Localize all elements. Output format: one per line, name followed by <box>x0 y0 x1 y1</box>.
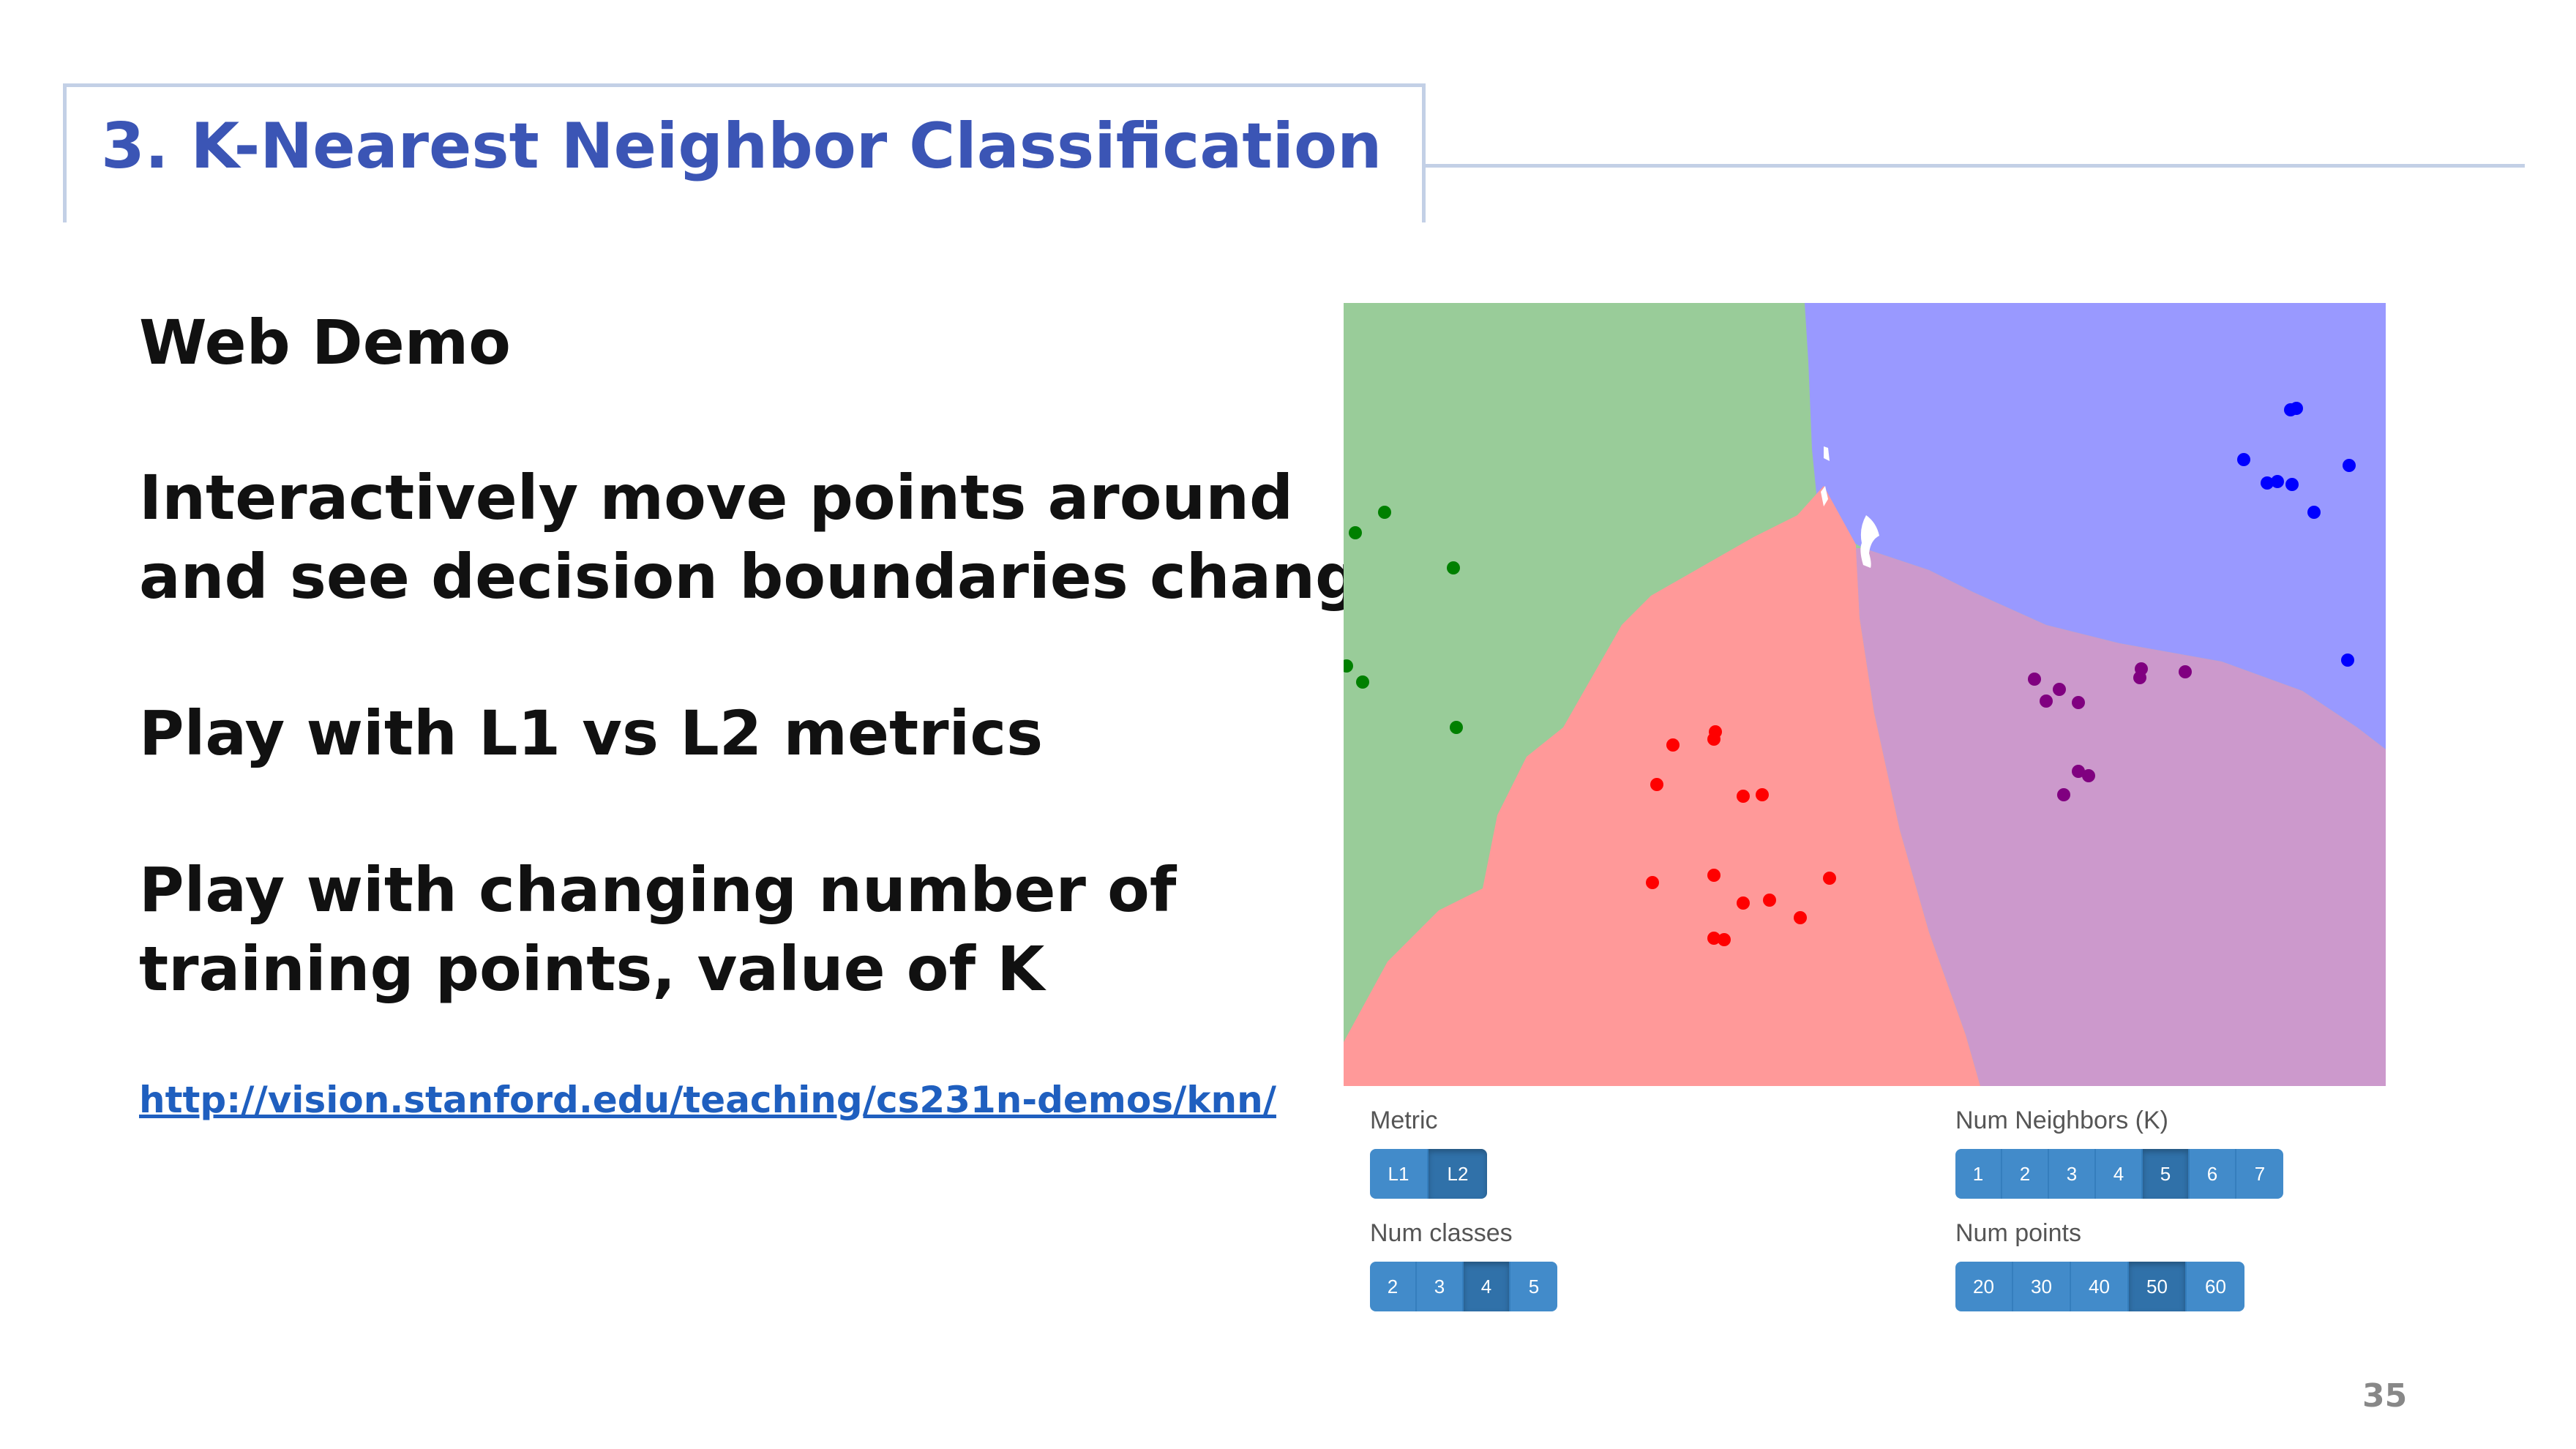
bullet-metrics: Play with L1 vs L2 metrics <box>139 697 1044 769</box>
training-point[interactable] <box>1650 778 1663 791</box>
training-point[interactable] <box>2290 402 2303 415</box>
bullet-web-demo: Web Demo <box>139 307 511 378</box>
training-point[interactable] <box>2179 665 2192 678</box>
metric-label: Metric <box>1370 1107 1438 1134</box>
num-points-label: Num points <box>1955 1219 2081 1247</box>
training-points <box>1344 402 2356 946</box>
metric-l1-button[interactable]: L1 <box>1370 1149 1429 1199</box>
training-point[interactable] <box>2271 475 2284 488</box>
training-point[interactable] <box>1356 675 1369 689</box>
training-point[interactable] <box>2237 453 2250 466</box>
training-point[interactable] <box>1737 896 1750 910</box>
bullet-points-k-1: Play with changing number of <box>139 854 1177 926</box>
num-classes-4-button[interactable]: 4 <box>1464 1262 1510 1311</box>
num-points-30-button[interactable]: 30 <box>2013 1262 2071 1311</box>
training-point[interactable] <box>2028 673 2041 686</box>
training-point[interactable] <box>2040 694 2053 708</box>
training-point[interactable] <box>1447 561 1460 574</box>
boundary-gap-2 <box>1860 515 1879 568</box>
num-neighbors-6-button[interactable]: 6 <box>2190 1149 2236 1199</box>
training-point[interactable] <box>1666 738 1680 752</box>
training-point[interactable] <box>2343 459 2356 472</box>
num-neighbors-5-button[interactable]: 5 <box>2143 1149 2190 1199</box>
training-point[interactable] <box>2072 696 2085 709</box>
training-point[interactable] <box>2307 506 2321 519</box>
num-points-20-button[interactable]: 20 <box>1955 1262 2013 1311</box>
training-point[interactable] <box>2072 765 2085 778</box>
training-point[interactable] <box>1707 932 1721 945</box>
title-rule <box>1424 164 2525 168</box>
bullet-points-k-2: training points, value of K <box>139 933 1045 1005</box>
training-point[interactable] <box>1378 506 1391 519</box>
num-neighbors-label: Num Neighbors (K) <box>1955 1107 2168 1134</box>
training-point[interactable] <box>2341 654 2354 667</box>
title-frame <box>63 83 1426 222</box>
training-point[interactable] <box>1450 721 1463 734</box>
region-purple <box>1856 548 2386 1086</box>
training-point[interactable] <box>1646 876 1659 889</box>
demo-link[interactable]: http://vision.stanford.edu/teaching/cs23… <box>139 1079 1276 1121</box>
boundary-gap-1 <box>1821 486 1828 506</box>
training-point[interactable] <box>2285 478 2299 491</box>
training-point[interactable] <box>1718 933 1731 946</box>
num-classes-label: Num classes <box>1370 1219 1513 1247</box>
training-point[interactable] <box>1737 790 1750 803</box>
num-neighbors-3-button[interactable]: 3 <box>2049 1149 2096 1199</box>
knn-decision-canvas[interactable] <box>1344 303 2386 1086</box>
num-points-40-button[interactable]: 40 <box>2071 1262 2129 1311</box>
boundary-gap-3 <box>1824 446 1830 461</box>
training-point[interactable] <box>1756 788 1769 801</box>
training-point[interactable] <box>2133 671 2146 684</box>
training-point[interactable] <box>1709 725 1722 738</box>
training-point[interactable] <box>2261 476 2274 490</box>
training-point[interactable] <box>1707 869 1721 882</box>
num-points-60-button[interactable]: 60 <box>2187 1262 2244 1311</box>
training-point[interactable] <box>2053 683 2066 696</box>
bullet-move-points-1: Interactively move points around <box>139 462 1294 533</box>
bullet-move-points-2: and see decision boundaries change <box>139 541 1401 613</box>
training-point[interactable] <box>1794 911 1807 924</box>
training-point[interactable] <box>1344 659 1353 673</box>
training-point[interactable] <box>1763 894 1776 907</box>
num-classes-2-button[interactable]: 2 <box>1370 1262 1417 1311</box>
training-point[interactable] <box>1349 526 1362 539</box>
training-point[interactable] <box>2057 788 2070 801</box>
num-neighbors-2-button[interactable]: 2 <box>2002 1149 2049 1199</box>
metric-button-group: L1 L2 <box>1370 1149 1487 1199</box>
num-classes-3-button[interactable]: 3 <box>1417 1262 1464 1311</box>
region-blue <box>1805 303 2386 749</box>
num-neighbors-4-button[interactable]: 4 <box>2096 1149 2143 1199</box>
page-number: 35 <box>2362 1377 2408 1415</box>
num-points-button-group: 20 30 40 50 60 <box>1955 1262 2244 1311</box>
slide-title: 3. K-Nearest Neighbor Classification <box>101 110 1382 183</box>
metric-l2-button[interactable]: L2 <box>1429 1149 1487 1199</box>
num-neighbors-7-button[interactable]: 7 <box>2236 1149 2283 1199</box>
num-neighbors-1-button[interactable]: 1 <box>1955 1149 2002 1199</box>
training-point[interactable] <box>1823 872 1836 885</box>
training-point[interactable] <box>2082 769 2095 782</box>
num-classes-5-button[interactable]: 5 <box>1510 1262 1557 1311</box>
num-points-50-button[interactable]: 50 <box>2129 1262 2187 1311</box>
